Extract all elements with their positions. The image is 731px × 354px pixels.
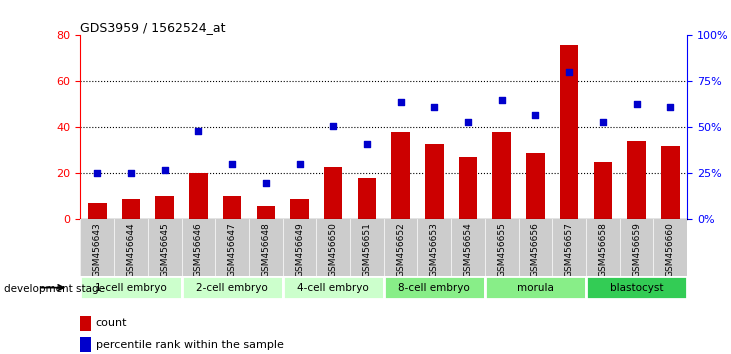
Bar: [324, 166, 343, 219]
Point: [91, 171, 103, 176]
Text: GSM456651: GSM456651: [363, 222, 371, 277]
Text: 4-cell embryo: 4-cell embryo: [298, 282, 369, 293]
Bar: [594, 162, 612, 219]
Bar: [121, 199, 140, 219]
Text: GSM456646: GSM456646: [194, 222, 203, 277]
Point: [564, 69, 575, 75]
Point: [327, 123, 339, 129]
Bar: [425, 143, 444, 219]
Text: GSM456653: GSM456653: [430, 222, 439, 277]
Point: [260, 180, 272, 185]
Text: GSM456643: GSM456643: [93, 222, 102, 277]
Point: [529, 112, 541, 118]
Text: GSM456650: GSM456650: [329, 222, 338, 277]
Point: [125, 171, 137, 176]
Text: GSM456647: GSM456647: [227, 222, 237, 277]
Bar: [485, 276, 586, 299]
Point: [631, 101, 643, 106]
Text: count: count: [96, 318, 127, 329]
Text: GSM456652: GSM456652: [396, 222, 405, 277]
Bar: [661, 146, 680, 219]
Bar: [459, 157, 477, 219]
Point: [462, 119, 474, 125]
Point: [294, 161, 306, 167]
Point: [496, 97, 507, 103]
Bar: [80, 276, 181, 299]
Text: 2-cell embryo: 2-cell embryo: [196, 282, 268, 293]
Bar: [526, 153, 545, 219]
Bar: [181, 276, 283, 299]
Bar: [257, 206, 275, 219]
Text: GSM456648: GSM456648: [261, 222, 270, 277]
Text: morula: morula: [517, 282, 554, 293]
Text: 1-cell embryo: 1-cell embryo: [95, 282, 167, 293]
Text: GSM456654: GSM456654: [463, 222, 472, 277]
Point: [664, 104, 676, 110]
Bar: [357, 178, 376, 219]
Bar: [88, 203, 107, 219]
Text: GSM456649: GSM456649: [295, 222, 304, 277]
Bar: [493, 132, 511, 219]
Bar: [189, 173, 208, 219]
Text: blastocyst: blastocyst: [610, 282, 663, 293]
Bar: [290, 199, 308, 219]
Point: [192, 128, 204, 134]
Point: [159, 167, 170, 173]
Bar: [223, 196, 241, 219]
Text: GSM456659: GSM456659: [632, 222, 641, 277]
Bar: [80, 316, 91, 331]
Point: [395, 99, 406, 104]
Bar: [80, 337, 91, 352]
Text: GSM456658: GSM456658: [599, 222, 607, 277]
Bar: [156, 196, 174, 219]
Text: GSM456644: GSM456644: [126, 222, 135, 277]
Text: GSM456657: GSM456657: [564, 222, 574, 277]
Text: GDS3959 / 1562524_at: GDS3959 / 1562524_at: [80, 21, 226, 34]
Point: [361, 141, 373, 147]
Text: GSM456655: GSM456655: [497, 222, 507, 277]
Text: development stage: development stage: [4, 284, 105, 293]
Text: GSM456656: GSM456656: [531, 222, 540, 277]
Bar: [283, 276, 384, 299]
Bar: [560, 45, 578, 219]
Bar: [384, 276, 485, 299]
Bar: [391, 132, 410, 219]
Text: 8-cell embryo: 8-cell embryo: [398, 282, 470, 293]
Point: [597, 119, 609, 125]
Text: percentile rank within the sample: percentile rank within the sample: [96, 339, 284, 350]
Point: [428, 104, 440, 110]
Text: GSM456645: GSM456645: [160, 222, 169, 277]
Text: GSM456660: GSM456660: [666, 222, 675, 277]
Point: [226, 161, 238, 167]
Bar: [586, 276, 687, 299]
Bar: [627, 141, 646, 219]
